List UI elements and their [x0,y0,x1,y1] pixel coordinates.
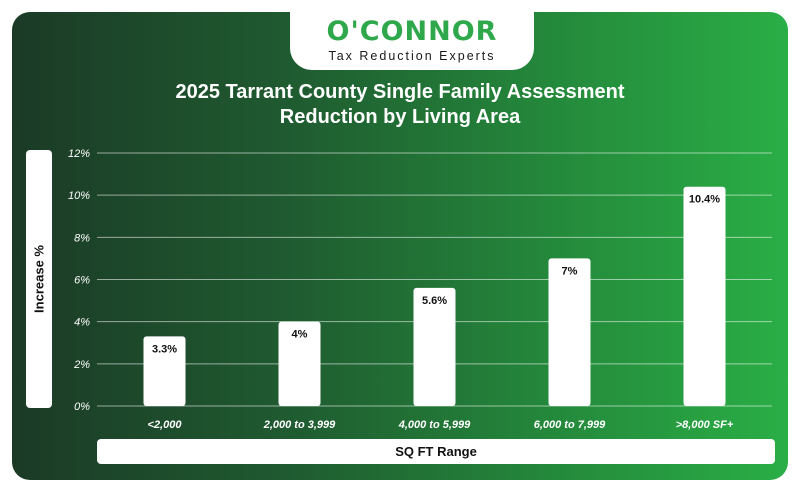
bar [278,321,321,406]
bar [683,186,726,406]
y-tick-label: 6% [74,275,90,287]
data-label: 4% [292,329,308,341]
brand-tagline: Tax Reduction Experts [328,49,496,63]
x-tick-label: 4,000 to 5,999 [398,419,471,431]
y-tick-label: 2% [73,359,90,371]
y-tick-label: 4% [74,317,90,329]
brand-name: O'CONNOR [326,16,498,47]
x-tick-label: 2,000 to 3,999 [263,419,336,431]
logo[interactable]: O'CONNOR Tax Reduction Experts [290,12,534,70]
data-label: 7% [562,265,578,277]
x-tick-label: <2,000 [148,419,183,431]
y-tick-label: 12% [68,148,90,160]
data-label: 5.6% [422,295,447,307]
x-tick-label: 6,000 to 7,999 [534,419,606,431]
x-axis-label: SQ FT Range [395,444,477,459]
x-axis-label-box: SQ FT Range [97,439,775,464]
y-tick-label: 0% [74,401,90,413]
bar [413,287,456,406]
chart-title-line-1: 2025 Tarrant County Single Family Assess… [175,81,625,103]
chart-title-line-2: Reduction by Living Area [279,106,521,128]
y-axis-label-box: Increase % [26,150,52,408]
bar [548,258,591,406]
chart-plot: 0% 2% 4% 6% 8% 10% 12% 3.3% <2,000 4% 2,000 to 3,9… [68,148,772,431]
chart-card: O'CONNOR Tax Reduction Experts 2025 Tarr… [12,12,788,480]
bar [143,336,186,406]
x-tick-label: >8,000 SF+ [676,419,734,431]
data-label: 10.4% [689,194,720,206]
data-label: 3.3% [152,343,177,355]
y-tick-label: 8% [74,232,90,244]
chart-title: 2025 Tarrant County Single Family Assess… [12,80,788,130]
y-tick-label: 10% [68,190,90,202]
